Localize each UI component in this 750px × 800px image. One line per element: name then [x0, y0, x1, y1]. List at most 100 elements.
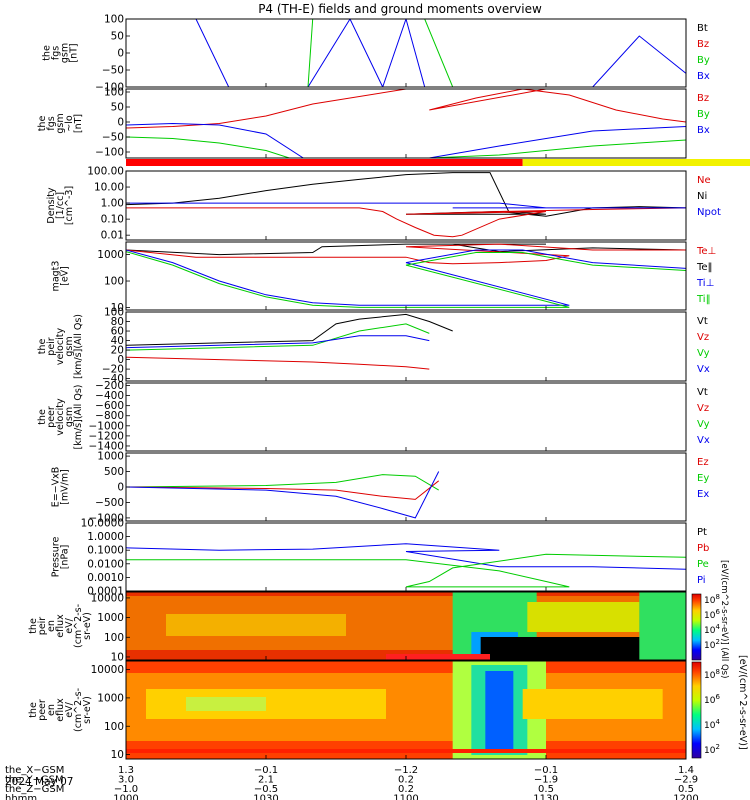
x-tick-label: 0.2 — [398, 784, 414, 795]
y-tick-label: 100 — [104, 721, 124, 733]
y-axis-label-line: [cm^-3] — [64, 186, 75, 225]
colorbar-tick-label: 106 — [704, 693, 720, 706]
y-axis-label-line: magt3 — [51, 261, 62, 292]
y-tick-label: 10000 — [91, 664, 124, 676]
y-axis-label: thepeirvelocitygsm[km/s](All Qs) — [37, 314, 84, 379]
colorbar-tick-exponent: 2 — [715, 743, 719, 751]
colorbar-tick-exponent: 6 — [715, 608, 720, 616]
y-axis-label-line: fgs — [46, 116, 57, 130]
y-axis-label: Density[1/cc][cm^-3] — [46, 186, 75, 225]
legend-Ti⊥: Ti⊥ — [696, 278, 714, 289]
spectrogram-band — [527, 602, 640, 632]
series-Bx — [126, 19, 686, 87]
panel-frame — [125, 452, 687, 522]
y-tick-label: 60 — [111, 326, 124, 338]
series-Pe — [126, 553, 686, 588]
y-axis-label-line: (cm^2-s- — [73, 604, 84, 648]
y-tick-label: 10.00 — [94, 182, 124, 194]
y-tick-label: 10.0000 — [81, 518, 124, 530]
series-Npot — [126, 202, 686, 210]
colorbar-tick-label: 102 — [704, 638, 720, 651]
y-axis-label-line: (cm^2-s- — [73, 688, 84, 732]
x-tick-label: −0.1 — [534, 765, 558, 776]
y-axis-label-line: the — [28, 618, 39, 634]
y-axis-label-line: ~lo — [64, 115, 75, 132]
y-axis-label: Pressure[nPa] — [51, 537, 71, 578]
colorbar-tick-exponent: 4 — [715, 623, 720, 631]
legend-Bz: Bz — [697, 93, 709, 104]
panel-peer_eflux: 10000 1000 100 10 thepeerenefluxeV/(cm^2-s-s… — [28, 660, 687, 761]
y-axis-label-line: the — [28, 702, 39, 718]
series-Ti⊥ — [126, 249, 686, 306]
legend-Vx: Vx — [697, 364, 710, 375]
y-axis-label-line: Density — [46, 187, 57, 223]
y-axis-label: thepeirenefluxeV/(cm^2-s-sr-eV) — [28, 604, 93, 648]
panel-efield: 1000 500 0 −500 −1000 E=−VxB[mV/m] Ez Ey Ex — [51, 451, 710, 525]
y-tick-label: 0.1000 — [87, 545, 124, 557]
x-tick-label: 3.0 — [118, 775, 134, 786]
chart-title: P4 (TH-E) fields and ground moments over… — [258, 2, 542, 16]
y-tick-label: 0 — [117, 482, 124, 494]
y-tick-label: 0 — [117, 117, 124, 129]
y-tick-label: 100 — [104, 276, 124, 288]
y-tick-label: −50 — [102, 132, 124, 144]
x-tick-label: 2.1 — [258, 775, 274, 786]
legend-Pt: Pt — [697, 527, 707, 538]
y-axis-label-line: peer — [46, 406, 57, 428]
legend-Vt: Vt — [697, 387, 708, 398]
series-group — [126, 471, 440, 519]
series-Bx — [126, 122, 686, 158]
y-axis-label-line: fgs — [51, 46, 62, 60]
y-tick-label: 0 — [117, 48, 124, 60]
legend-Bx: Bx — [697, 71, 710, 82]
y-tick-label: −400 — [95, 390, 124, 402]
legend-Pi: Pi — [697, 575, 706, 586]
panel-fgs_gsm_lo: 100 50 0 −50 −100 thefgsgsm~lo[nT] Bz By Bx — [37, 87, 710, 159]
legend-By: By — [697, 109, 710, 120]
colorbar-upper — [691, 593, 702, 661]
x-tick-label: 1100 — [393, 794, 418, 800]
y-axis-label-line: sr-eV) — [82, 612, 93, 640]
y-tick-label: 0.10 — [101, 214, 124, 226]
panel-temperature: 1000 100 10 magt3[eV] Te⊥ Te‖ Ti⊥ Ti‖ — [51, 241, 716, 314]
y-axis-label: thepeerenefluxeV/(cm^2-s-sr-eV) — [28, 688, 93, 732]
series-By — [126, 136, 686, 158]
spectrogram-band — [639, 592, 686, 660]
x-tick-label: −0.1 — [254, 765, 278, 776]
y-tick-label: 100 — [104, 14, 124, 26]
y-axis-label-line: peer — [37, 699, 48, 721]
y-tick-label: 100 — [104, 307, 124, 319]
legend-Te⊥: Te⊥ — [696, 246, 716, 257]
spectrogram-band — [126, 749, 686, 753]
series-group — [126, 19, 686, 87]
legend-Ni: Ni — [697, 191, 707, 202]
legend-Ex: Ex — [697, 489, 709, 500]
series-Ex — [126, 471, 440, 519]
colorbar-tick-label: 108 — [704, 593, 720, 606]
y-tick-label: 100.00 — [87, 166, 124, 178]
series-group — [126, 243, 686, 308]
series-group — [126, 172, 686, 238]
x-tick-label: −2.9 — [674, 775, 698, 786]
spectrogram-band — [386, 654, 490, 660]
y-axis-label: thefgsgsm[nT] — [42, 43, 80, 63]
y-tick-label: −1000 — [88, 512, 124, 524]
y-tick-label: 10 — [111, 749, 124, 761]
y-tick-label: 1.0000 — [87, 531, 124, 543]
y-axis-label-line: [nT] — [73, 114, 84, 133]
x-row-label: hhmm — [5, 794, 37, 800]
series-Vt — [126, 313, 453, 346]
series-By — [126, 19, 454, 87]
mode-bar-red — [126, 159, 523, 166]
y-tick-label: 500 — [104, 466, 124, 478]
legend-Vy: Vy — [697, 348, 710, 359]
x-tick-label: 1000 — [113, 794, 138, 800]
y-tick-label: 0.0100 — [87, 558, 124, 570]
y-tick-label: −200 — [95, 380, 124, 392]
y-tick-label: 40 — [111, 335, 124, 347]
y-axis-label-line: gsm — [64, 407, 75, 427]
colorbar-label-upper: [eV/(cm^2-s-sr-eV)] (All Qs) — [719, 560, 729, 678]
y-axis-label-line: the — [37, 339, 48, 355]
panel-frame — [125, 522, 687, 592]
